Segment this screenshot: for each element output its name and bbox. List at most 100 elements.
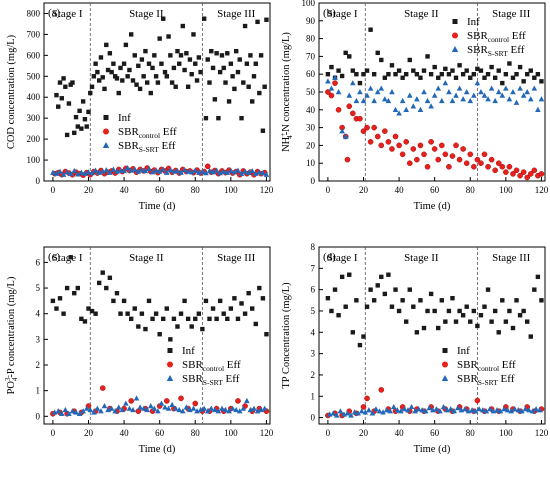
data-point-square xyxy=(443,66,448,72)
data-point-square xyxy=(375,50,380,56)
data-point-circle xyxy=(392,133,399,140)
data-point-triangle xyxy=(180,408,186,414)
data-point-square xyxy=(532,287,537,292)
data-point-square xyxy=(221,65,226,71)
data-point-square xyxy=(421,325,427,331)
data-point-circle xyxy=(371,124,377,131)
data-point-square xyxy=(475,323,480,329)
legend-marker-circle xyxy=(452,32,458,39)
data-point-square xyxy=(79,316,84,322)
data-point-square xyxy=(128,32,134,37)
data-point-square xyxy=(148,90,153,96)
data-point-triangle xyxy=(435,85,442,91)
data-point-square xyxy=(260,128,266,133)
data-point-square xyxy=(89,84,95,89)
data-point-square xyxy=(100,75,105,80)
data-point-triangle xyxy=(80,408,86,414)
data-point-triangle xyxy=(339,128,345,134)
data-point-circle xyxy=(460,146,466,152)
data-point-square xyxy=(329,64,334,70)
x-tick-label: 120 xyxy=(260,185,274,195)
data-point-square xyxy=(368,287,373,292)
data-point-square xyxy=(141,74,146,79)
data-point-triangle xyxy=(188,169,195,175)
data-point-square xyxy=(111,61,116,66)
data-point-triangle xyxy=(408,403,415,410)
data-point-triangle xyxy=(492,97,498,104)
data-point-square xyxy=(104,285,109,291)
data-point-circle xyxy=(492,167,498,174)
data-point-triangle xyxy=(460,96,466,102)
data-point-square xyxy=(168,337,173,342)
x-axis-label: Time (d) xyxy=(139,444,176,455)
legend-label: SBRcontrol Eff xyxy=(118,126,177,140)
data-point-square xyxy=(155,80,161,85)
data-point-square xyxy=(171,65,177,71)
data-point-triangle xyxy=(410,103,417,109)
data-point-square xyxy=(246,290,251,296)
stage-label: Stage III xyxy=(217,252,256,264)
data-point-triangle xyxy=(219,405,225,411)
data-point-square xyxy=(107,275,113,280)
legend-label: SBRS-SRT Eff xyxy=(457,373,515,387)
data-point-triangle xyxy=(263,171,270,177)
data-point-triangle xyxy=(478,89,484,95)
legend-label-main: SBR xyxy=(457,359,478,371)
data-point-triangle xyxy=(342,133,349,139)
data-point-square xyxy=(75,285,81,291)
data-point-triangle xyxy=(67,170,74,176)
data-point-triangle xyxy=(366,407,372,413)
data-point-triangle xyxy=(469,407,475,413)
data-point-triangle xyxy=(362,409,369,415)
data-point-square xyxy=(446,308,452,314)
data-point-square xyxy=(153,311,159,316)
data-point-square xyxy=(357,80,363,86)
data-point-triangle xyxy=(463,89,470,95)
data-point-triangle xyxy=(337,408,344,414)
x-tick-label: 0 xyxy=(326,428,331,438)
data-point-square xyxy=(482,304,487,309)
data-point-triangle xyxy=(222,406,229,413)
stage-label: Stage II xyxy=(404,8,439,20)
data-point-square xyxy=(528,334,533,339)
x-axis-label: Time (d) xyxy=(414,201,451,212)
x-axis-label: Time (d) xyxy=(414,444,451,455)
data-point-triangle xyxy=(199,168,206,174)
y-tick-label: 100 xyxy=(27,155,41,165)
data-point-circle xyxy=(485,163,491,170)
data-point-triangle xyxy=(252,170,259,176)
data-point-square xyxy=(468,319,473,324)
panel-label: (c) xyxy=(48,251,61,263)
data-point-square xyxy=(489,64,494,70)
data-point-triangle xyxy=(390,403,397,410)
data-point-square xyxy=(228,61,234,66)
data-point-triangle xyxy=(231,169,238,175)
data-point-triangle xyxy=(417,106,424,112)
data-point-square xyxy=(217,69,223,75)
data-point-square xyxy=(95,69,100,75)
data-point-triangle xyxy=(415,406,422,412)
data-point-circle xyxy=(332,80,338,86)
data-point-square xyxy=(325,72,331,77)
data-point-circle xyxy=(367,139,374,145)
data-point-square xyxy=(535,274,541,280)
series-0 xyxy=(325,27,544,86)
data-point-triangle xyxy=(513,99,520,105)
data-point-triangle xyxy=(385,97,392,104)
data-point-square xyxy=(130,78,136,83)
data-point-square xyxy=(100,270,105,275)
data-point-square xyxy=(532,75,537,80)
data-point-triangle xyxy=(353,97,360,104)
data-point-triangle xyxy=(451,408,458,414)
data-point-square xyxy=(457,63,462,68)
data-point-triangle xyxy=(169,401,175,407)
data-point-circle xyxy=(471,163,477,170)
data-point-triangle xyxy=(511,406,518,412)
data-point-square xyxy=(396,68,402,73)
data-point-triangle xyxy=(210,169,216,175)
data-point-triangle xyxy=(524,89,531,95)
data-point-square xyxy=(214,51,219,56)
y-tick-label: 5 xyxy=(311,306,316,316)
data-point-square xyxy=(425,308,430,314)
